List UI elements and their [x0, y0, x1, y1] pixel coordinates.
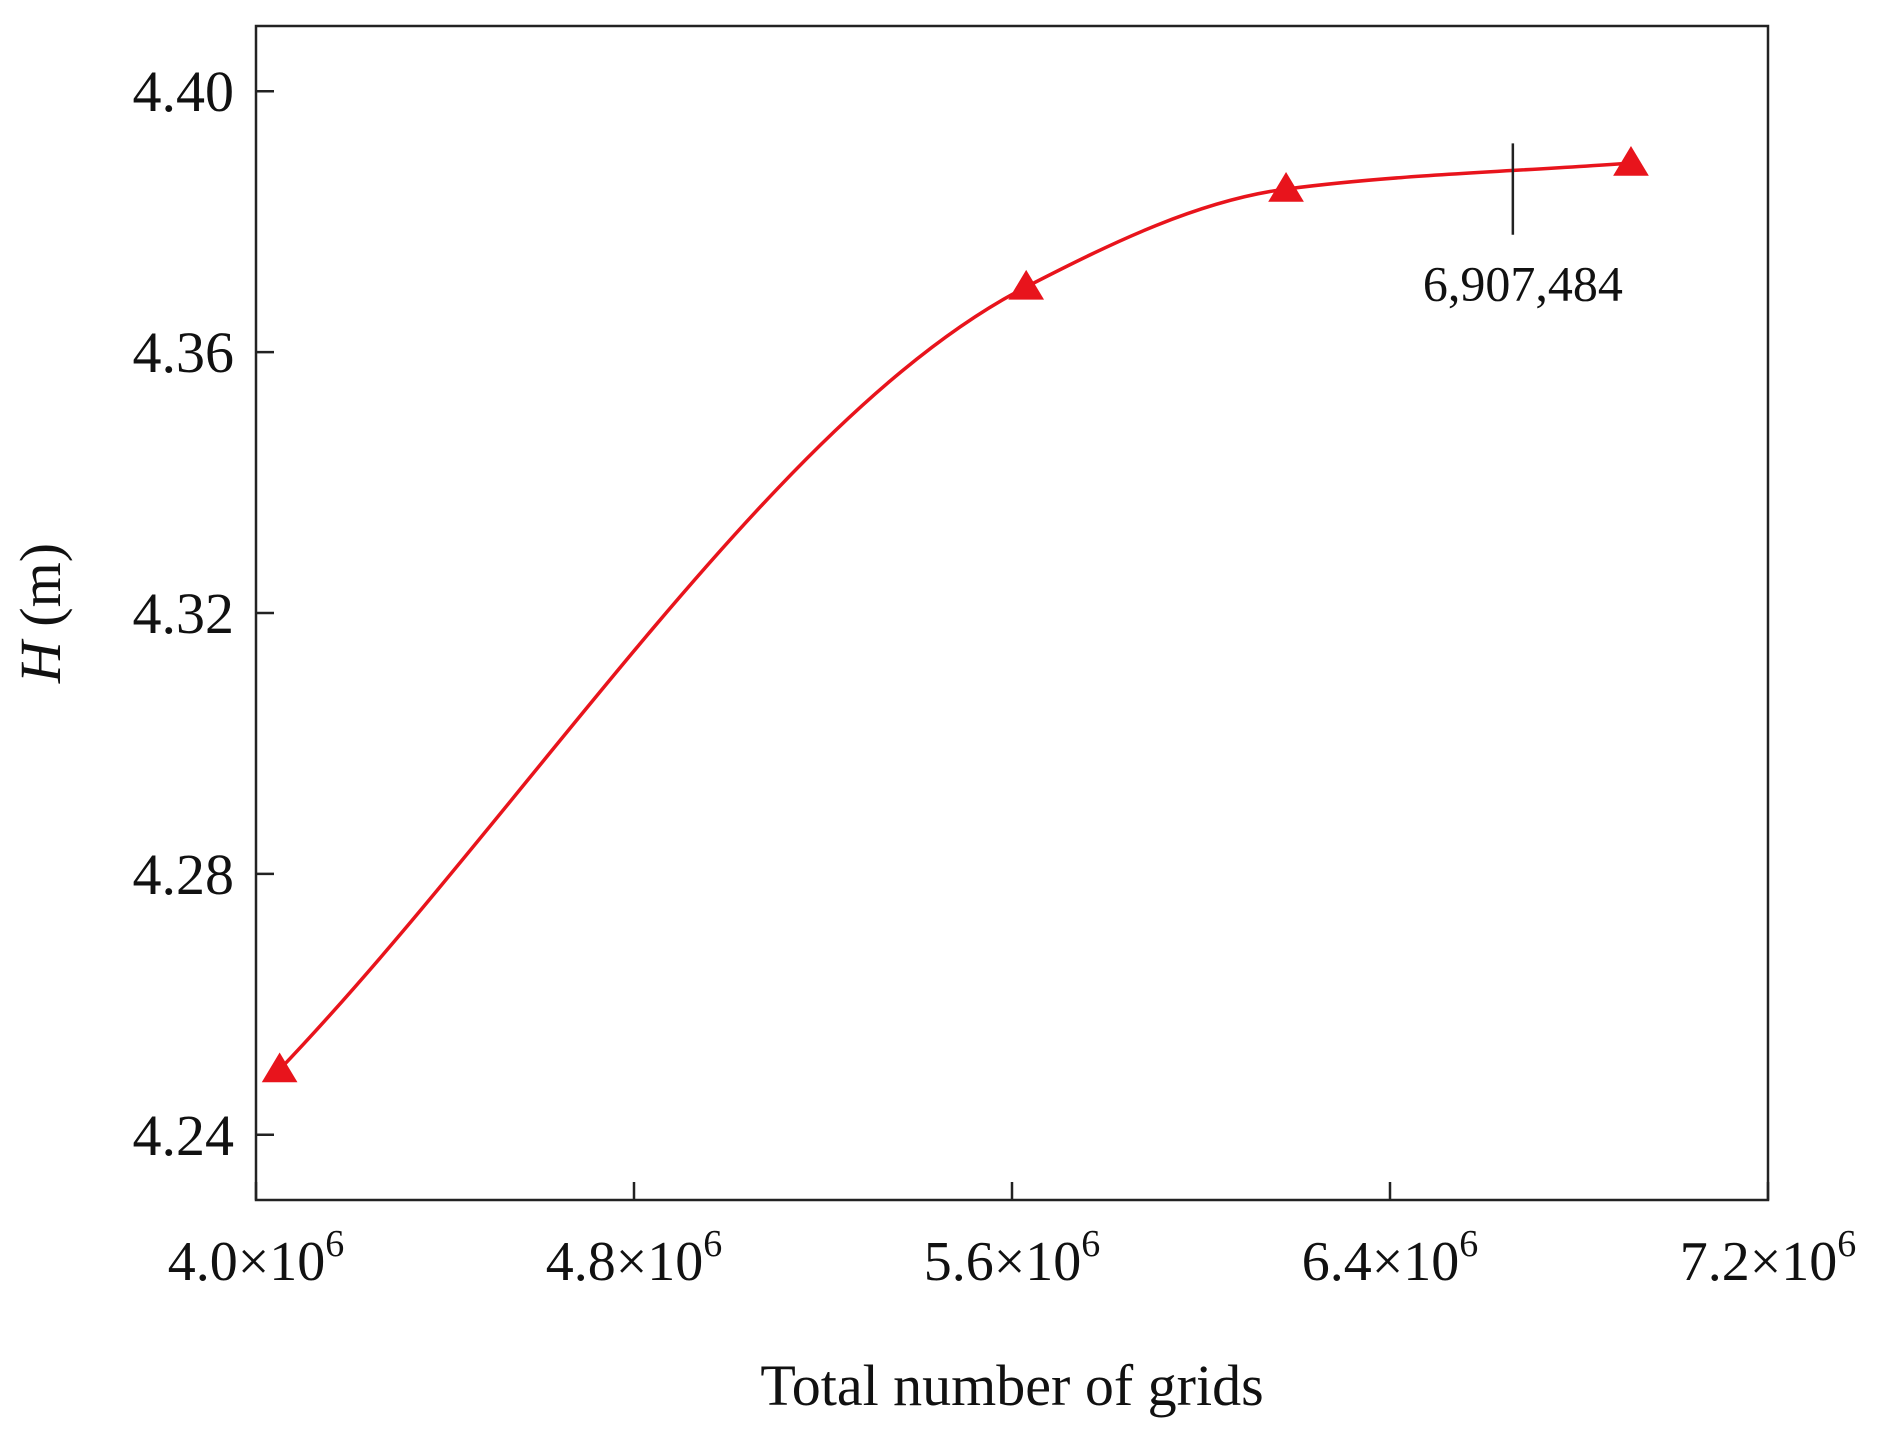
data-point-marker [1268, 172, 1304, 202]
x-tick-times: ×10 [238, 1231, 326, 1293]
x-tick-mantissa: 5.6 [924, 1231, 994, 1293]
y-axis-label-symbol: H [8, 638, 73, 684]
x-tick-exponent: 6 [1837, 1223, 1856, 1265]
x-axis-label: Total number of grids [760, 1353, 1263, 1418]
x-tick-times: ×10 [1750, 1231, 1838, 1293]
y-axis-label: H (m) [8, 543, 73, 684]
x-tick-label: 4.8×106 [546, 1223, 723, 1293]
y-tick-label: 4.40 [133, 59, 235, 124]
data-point-marker [261, 1052, 298, 1083]
x-tick-exponent: 6 [1081, 1223, 1100, 1265]
x-tick-label: 4.0×106 [168, 1223, 345, 1293]
x-tick-times: ×10 [1372, 1231, 1460, 1293]
y-tick-label: 4.36 [133, 320, 235, 385]
x-tick-mantissa: 6.4 [1302, 1231, 1372, 1293]
annotation-label: 6,907,484 [1423, 256, 1623, 312]
x-tick-times: ×10 [616, 1231, 704, 1293]
y-axis-ticks: 4.24 4.28 4.32 4.36 4.40 [133, 59, 274, 1168]
x-tick-label: 7.2×106 [1680, 1223, 1857, 1293]
series-line [278, 161, 1632, 1071]
x-tick-mantissa: 4.0 [168, 1231, 238, 1293]
y-axis-label-unit: (m) [8, 543, 73, 641]
data-point-marker [1008, 269, 1045, 300]
x-tick-times: ×10 [994, 1231, 1082, 1293]
x-tick-exponent: 6 [703, 1223, 722, 1265]
x-tick-exponent: 6 [325, 1223, 344, 1265]
series-markers [261, 145, 1649, 1083]
x-axis-ticks: 4.0×106 4.8×106 5.6×106 6.4×106 7.2×106 [168, 1182, 1857, 1293]
y-tick-label: 4.28 [133, 842, 235, 907]
x-tick-mantissa: 7.2 [1680, 1231, 1750, 1293]
x-tick-mantissa: 4.8 [546, 1231, 616, 1293]
plot-frame [254, 24, 1770, 1202]
data-point-marker [1613, 145, 1649, 176]
y-tick-label: 4.24 [133, 1103, 235, 1168]
x-tick-label: 6.4×106 [1302, 1223, 1479, 1293]
y-tick-label: 4.32 [133, 581, 235, 646]
x-tick-exponent: 6 [1459, 1223, 1478, 1265]
x-tick-label: 5.6×106 [924, 1223, 1101, 1293]
